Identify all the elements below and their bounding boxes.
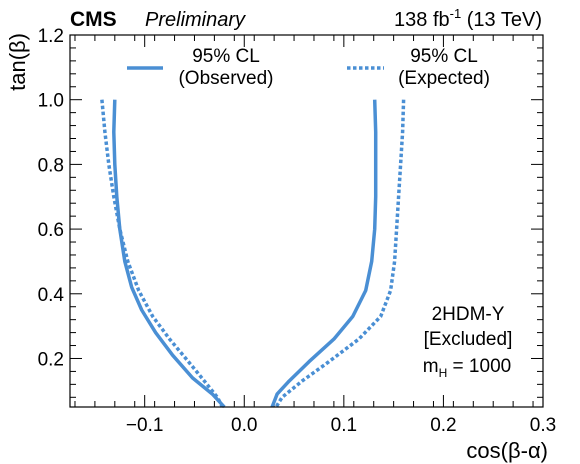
- y-axis-title: tan(β): [5, 33, 30, 91]
- y-tick-label: 0.8: [38, 155, 64, 176]
- model-annotation: 2HDM-Y [Excluded] mH = 1000: [423, 304, 513, 380]
- curves: [100, 99, 406, 409]
- x-axis-title: cos(β-α): [466, 438, 548, 463]
- y-tick-label: 1.0: [38, 91, 64, 112]
- observed-contour-left: [112, 99, 226, 409]
- x-tick-label: 0.3: [530, 415, 556, 436]
- experiment-label: CMS: [70, 8, 117, 31]
- tick-labels: −0.1 0.0 0.1 0.2 0.3 0.2 0.4 0.6 0.8 1.0 1.2: [38, 26, 557, 436]
- axis-ticks: [70, 34, 544, 407]
- y-tick-label: 0.2: [38, 349, 64, 370]
- x-tick-label: 0.2: [430, 415, 456, 436]
- legend-expected-label-line1: 95% CL: [410, 46, 478, 67]
- y-tick-label: 0.6: [38, 220, 64, 241]
- legend-observed-label-line1: 95% CL: [192, 46, 260, 67]
- legend-observed-label-line2: (Observed): [178, 68, 273, 89]
- x-tick-label: −0.1: [126, 415, 164, 436]
- y-tick-label: 0.4: [38, 285, 65, 306]
- observed-contour-right: [270, 99, 378, 408]
- region-label: [Excluded]: [424, 329, 513, 350]
- x-tick-label: 0.0: [231, 415, 257, 436]
- mass-label: mH = 1000: [423, 356, 511, 380]
- legend: 95% CL (Observed) 95% CL (Expected): [127, 46, 490, 89]
- expected-contour-right: [274, 99, 406, 408]
- legend-expected-label-line2: (Expected): [398, 68, 490, 89]
- plot-frame: [69, 34, 544, 408]
- luminosity-label: 138 fb-1 (13 TeV): [394, 6, 542, 31]
- y-tick-label: 1.2: [38, 26, 64, 47]
- expected-contour-left: [100, 99, 224, 408]
- status-label: Preliminary: [145, 9, 246, 31]
- x-tick-label: 0.1: [331, 415, 357, 436]
- model-label: 2HDM-Y: [432, 304, 505, 325]
